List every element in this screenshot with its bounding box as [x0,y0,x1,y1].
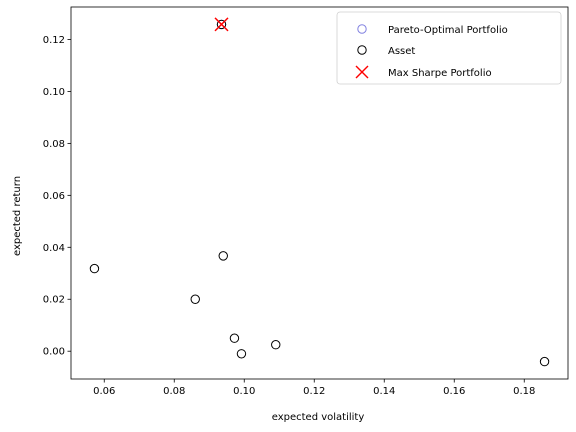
y-axis-ticks: 0.00 0.02 0.04 0.06 0.08 0.10 0.12 [43,35,71,358]
max-sharpe-stroke-b [214,17,229,32]
asset-point [271,340,281,350]
x-tick-label: 0.10 [233,386,255,397]
y-tick-label: 0.06 [43,191,65,202]
asset-point [236,349,247,359]
y-tick-label: 0.12 [43,35,65,46]
legend-entry-max-sharpe: Max Sharpe Portfolio [355,65,492,79]
asset-point [216,19,227,30]
plot-area [89,17,550,367]
axes-frame [70,6,569,380]
x-tick-label: 0.16 [443,386,465,397]
x-axis-label: expected volatility [272,412,365,423]
asset-point [89,263,100,274]
x-tick-label: 0.06 [93,386,115,397]
legend-marker-asset [357,45,367,55]
legend-label-asset: Asset [388,46,415,57]
legend-label-pareto: Pareto-Optimal Portfolio [388,25,508,36]
y-tick-label: 0.08 [43,139,65,150]
asset-point [190,294,200,304]
x-tick-label: 0.18 [513,386,535,397]
max-sharpe-point [214,17,229,32]
legend-entry-asset: Asset [357,45,415,57]
legend-box [336,11,562,85]
legend-entry-pareto: Pareto-Optimal Portfolio [357,24,508,36]
legend-marker-max-sharpe-stroke-b [355,65,369,79]
x-tick-label: 0.14 [373,386,395,397]
legend: Pareto-Optimal Portfolio Asset Max Sharp… [336,11,562,85]
legend-label-max-sharpe: Max Sharpe Portfolio [388,68,492,79]
y-axis-label: expected return [12,176,23,256]
x-axis-ticks: 0.06 0.08 0.10 0.12 0.14 0.16 0.18 [93,379,535,397]
asset-point [229,333,240,343]
x-tick-label: 0.12 [303,386,325,397]
legend-marker-pareto [357,24,367,34]
legend-marker-max-sharpe [355,65,369,79]
y-tick-label: 0.04 [43,243,65,254]
y-tick-label: 0.02 [43,295,65,306]
asset-point [218,251,228,261]
y-tick-label: 0.10 [43,87,65,98]
asset-point [539,356,550,367]
x-tick-label: 0.08 [163,386,185,397]
y-tick-label: 0.00 [43,347,65,358]
